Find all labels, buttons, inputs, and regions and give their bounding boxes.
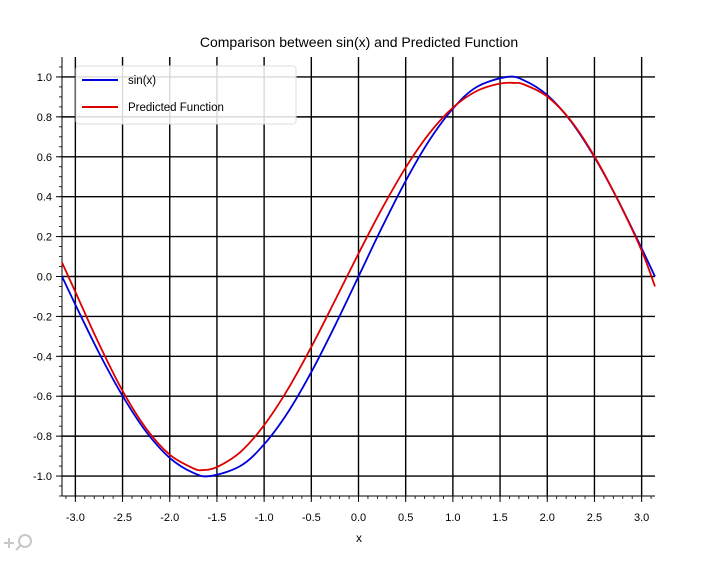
x-tick-label: -3.0 bbox=[66, 512, 85, 524]
chart-title: Comparison between sin(x) and Predicted … bbox=[200, 34, 518, 50]
legend-label-1: Predicted Function bbox=[128, 102, 224, 114]
legend: sin(x) Predicted Function bbox=[75, 65, 297, 125]
x-tick-label: 0.0 bbox=[351, 512, 366, 524]
y-tick-label: -0.4 bbox=[33, 351, 52, 363]
zoom-pan-icon[interactable] bbox=[2, 530, 36, 556]
y-tick-label: -0.2 bbox=[33, 311, 52, 323]
y-tick-label: 0.2 bbox=[37, 232, 52, 244]
y-tick-label: 1.0 bbox=[37, 72, 52, 84]
x-tick-label: 2.5 bbox=[587, 512, 602, 524]
x-axis-label: x bbox=[356, 531, 362, 545]
legend-box bbox=[75, 65, 297, 125]
legend-label-0: sin(x) bbox=[128, 75, 156, 87]
axes: -3.0 -2.5 -2.0 -1.5 -1.0 -0.5 0.0 0.5 1.0 1.5 2.0 2… bbox=[33, 57, 655, 524]
y-tick-label: -0.6 bbox=[33, 391, 52, 403]
x-tick-label: 2.0 bbox=[540, 512, 555, 524]
y-tick-label: -1.0 bbox=[33, 471, 52, 483]
x-tick-label: 3.0 bbox=[634, 512, 649, 524]
x-tick-label: 1.0 bbox=[445, 512, 460, 524]
x-tick-label: -0.5 bbox=[302, 512, 321, 524]
y-tick-label: 0.6 bbox=[37, 152, 52, 164]
grid bbox=[62, 57, 655, 496]
x-tick-label: 0.5 bbox=[398, 512, 413, 524]
x-tick-label: -2.5 bbox=[113, 512, 132, 524]
x-tick-label: -1.0 bbox=[255, 512, 274, 524]
series-layer bbox=[61, 75, 656, 478]
y-tick-label: 0.0 bbox=[37, 272, 52, 284]
x-tick-label: 1.5 bbox=[492, 512, 507, 524]
x-tick-label: -2.0 bbox=[160, 512, 179, 524]
y-tick-label: 0.4 bbox=[37, 192, 52, 204]
x-tick-label: -1.5 bbox=[207, 512, 226, 524]
y-tick-label: 0.8 bbox=[37, 112, 52, 124]
y-tick-label: -0.8 bbox=[33, 431, 52, 443]
series-line-1 bbox=[61, 81, 656, 472]
